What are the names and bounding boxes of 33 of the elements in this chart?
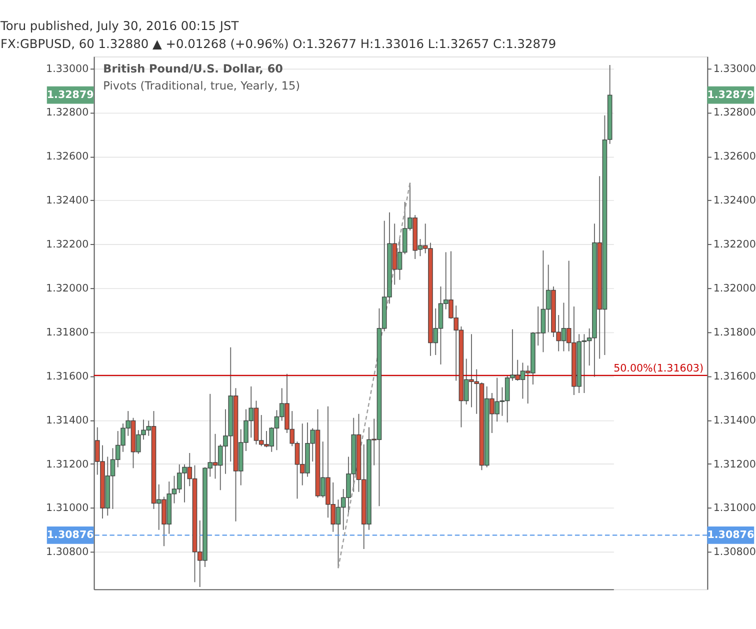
y2-tick-label: 1.32600 [713, 150, 756, 163]
y-tick-label: 1.32600 [46, 150, 89, 163]
ref-line-label: 1.30876 [46, 528, 94, 541]
y2-tick-label: 1.31200 [713, 458, 756, 470]
y-tick-label: 1.30800 [46, 546, 89, 558]
y2-tick-label: 1.31600 [713, 370, 756, 382]
text: 1.30876 [707, 528, 754, 541]
y2-tick-label: 1.30800 [713, 546, 756, 558]
y2-tick-label: 1.32000 [713, 282, 756, 294]
y2-tick-label: 1.33000 [713, 62, 756, 75]
text: 1.32879 [707, 88, 754, 101]
y-tick-label: 1.31000 [46, 502, 89, 514]
y2-tick-label: 1.32200 [713, 238, 756, 251]
text: FX:GBPUSD, 60 1.32880 ▲ +0.01268 (+0.96%) O:1.32677 H:1.33016 L:1.32657 C:1.32879 [0, 37, 556, 51]
y2-tick-label: 1.31400 [713, 414, 756, 426]
y-tick-label: 1.31400 [46, 414, 89, 426]
y2-tick-label: 1.32400 [713, 194, 756, 207]
y-tick-label: 1.33000 [46, 62, 89, 75]
text: 1.32879 [46, 88, 94, 101]
text: Pivots (Traditional, true, Yearly, 15) [103, 79, 300, 92]
y-tick-label: 1.32200 [46, 238, 89, 251]
text: British Pound/U.S. Dollar, 60 [103, 62, 284, 76]
y2-tick-label: 1.31000 [713, 502, 756, 514]
y-tick-label: 1.32800 [46, 106, 89, 119]
y2-tick-label: 1.31800 [713, 326, 756, 338]
y-tick-label: 1.31800 [46, 326, 89, 338]
y2-tick-label: 1.32800 [713, 106, 756, 119]
text: Toru published, July 30, 2016 00:15 JST [0, 19, 240, 34]
y-tick-label: 1.31200 [46, 458, 89, 470]
y-tick-label: 1.32400 [46, 194, 89, 207]
y-tick-label: 1.31600 [46, 370, 89, 382]
y-tick-label: 1.32000 [46, 282, 89, 294]
ref-line-label: 50.00%(1.31603) [614, 362, 704, 375]
